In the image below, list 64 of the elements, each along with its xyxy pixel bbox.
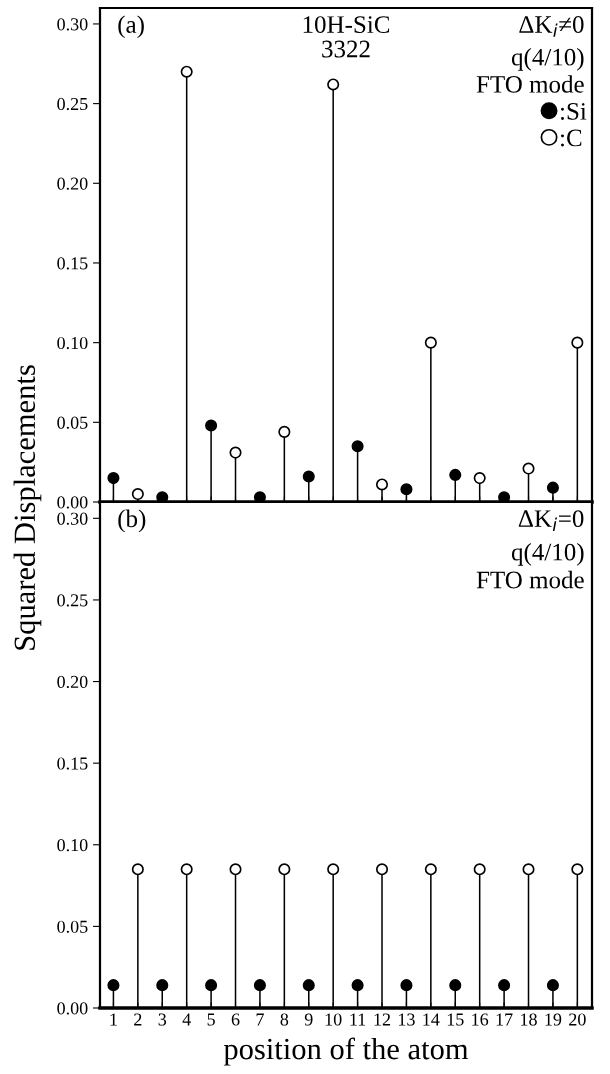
annotation: (a) <box>118 15 144 39</box>
x-tick-label: 5 <box>207 1013 215 1026</box>
x-tick-label: 20 <box>569 1013 586 1026</box>
x-tick-label: 14 <box>423 1013 440 1026</box>
x-tick-label: 8 <box>280 1013 289 1026</box>
x-tick-label: 7 <box>256 1013 264 1026</box>
point <box>205 419 218 432</box>
annotation: FTO mode <box>476 75 584 93</box>
y-tick-label: 0.00 <box>57 1002 88 1015</box>
x-tick-label: 10 <box>325 1013 342 1026</box>
y-tick-label: 0.25 <box>57 594 88 607</box>
x-tick-label: 16 <box>472 1013 489 1026</box>
y-axis-title: Squared Displacements <box>13 365 42 650</box>
x-tick-label: 11 <box>350 1013 366 1026</box>
y-tick-label: 0.30 <box>57 512 88 525</box>
point <box>351 440 364 453</box>
point <box>375 478 389 491</box>
x-tick-label: 13 <box>398 1013 415 1026</box>
annotation: (b) <box>118 509 146 533</box>
point <box>107 472 120 485</box>
x-tick-label: 17 <box>496 1013 513 1026</box>
annotation: q(4/10) <box>511 48 584 71</box>
legend-label: :C <box>561 129 582 147</box>
x-tick-label: 12 <box>374 1013 391 1026</box>
point <box>278 425 291 438</box>
x-tick-label: 18 <box>521 1013 537 1026</box>
point <box>400 483 413 496</box>
annotation: FTO mode <box>476 570 584 589</box>
point <box>449 468 462 481</box>
y-tick-label: 0.10 <box>57 336 88 350</box>
y-tick-label: 0.15 <box>57 757 88 770</box>
y-tick-label: 0.10 <box>57 839 88 852</box>
annotation: ΔK$_{i}$=0 <box>518 510 584 531</box>
y-tick-label: 0.30 <box>57 18 88 31</box>
point <box>571 336 584 349</box>
x-tick-label: 2 <box>134 1013 142 1026</box>
point <box>327 78 340 91</box>
y-tick-label: 0.00 <box>57 496 88 509</box>
point <box>229 446 242 459</box>
x-tick-label: 6 <box>231 1013 240 1026</box>
x-tick-label: 4 <box>182 1013 191 1026</box>
y-tick-label: 0.05 <box>57 920 88 933</box>
point <box>546 481 559 494</box>
x-tick-label: 9 <box>304 1013 313 1026</box>
annotation: q(4/10) <box>511 542 584 566</box>
y-tick-label: 0.20 <box>57 675 88 689</box>
y-tick-label: 0.15 <box>57 257 88 270</box>
x-tick-label: 19 <box>545 1013 562 1026</box>
point <box>131 487 144 501</box>
point <box>180 65 193 78</box>
point <box>302 470 315 483</box>
point <box>473 472 486 485</box>
text: 10H-SiC 3322 <box>303 16 390 58</box>
x-tick-label: 3 <box>158 1013 167 1026</box>
x-tick-label: 1 <box>110 1013 117 1026</box>
annotation: ΔK$_{i}$≠0 <box>519 16 584 37</box>
legend-label: :Si <box>561 102 587 120</box>
y-tick-label: 0.05 <box>57 416 88 429</box>
y-tick-label: 0.25 <box>57 97 88 111</box>
point <box>522 462 535 475</box>
x-tick-label: 15 <box>447 1013 464 1026</box>
x-axis-title: position of the atom <box>223 1037 469 1066</box>
y-tick-label: 0.20 <box>57 177 88 190</box>
point <box>424 336 437 349</box>
